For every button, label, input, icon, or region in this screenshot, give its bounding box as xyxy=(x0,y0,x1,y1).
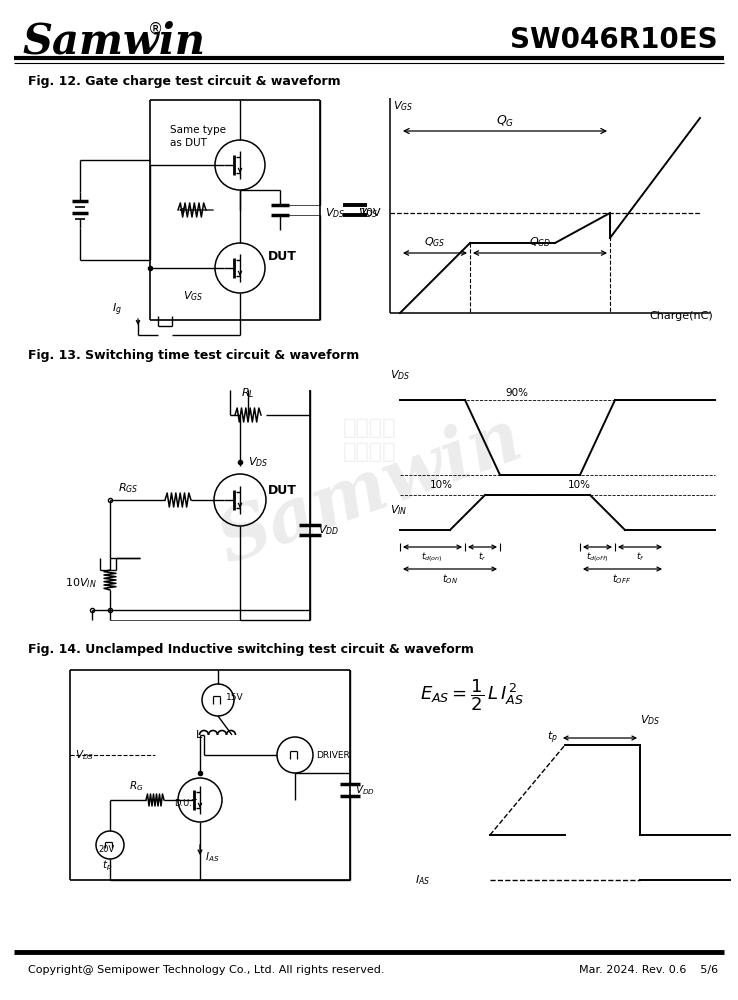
Text: $Q_{GS}$: $Q_{GS}$ xyxy=(424,235,446,249)
Text: Same type: Same type xyxy=(170,125,226,135)
Text: SW046R10ES: SW046R10ES xyxy=(511,26,718,54)
Text: Charge(nC): Charge(nC) xyxy=(649,311,713,321)
Text: Fig. 14. Unclamped Inductive switching test circuit & waveform: Fig. 14. Unclamped Inductive switching t… xyxy=(28,644,474,656)
Text: $Q_G$: $Q_G$ xyxy=(496,113,514,129)
Text: Copyright@ Semipower Technology Co., Ltd. All rights reserved.: Copyright@ Semipower Technology Co., Ltd… xyxy=(28,965,384,975)
Text: D.U.T: D.U.T xyxy=(175,800,198,808)
Text: $V_{DD}$: $V_{DD}$ xyxy=(355,783,375,797)
Text: 20V: 20V xyxy=(98,844,114,854)
Text: Mar. 2024. Rev. 0.6    5/6: Mar. 2024. Rev. 0.6 5/6 xyxy=(579,965,718,975)
Text: 10%: 10% xyxy=(430,480,453,490)
Text: 90%: 90% xyxy=(505,388,528,398)
Text: Fig. 12. Gate charge test circuit & waveform: Fig. 12. Gate charge test circuit & wave… xyxy=(28,76,341,89)
Text: $R_L$: $R_L$ xyxy=(241,386,255,400)
Text: Samwin: Samwin xyxy=(22,21,205,63)
Text: $I_{AS}$: $I_{AS}$ xyxy=(205,850,219,864)
Text: DUT: DUT xyxy=(268,484,297,496)
Text: $V_{DS}$: $V_{DS}$ xyxy=(640,713,661,727)
Text: $t_r$: $t_r$ xyxy=(477,551,486,563)
Text: $R_G$: $R_G$ xyxy=(129,779,143,793)
Text: $V_{IN}$: $V_{IN}$ xyxy=(390,503,407,517)
Text: Samwin: Samwin xyxy=(209,402,531,578)
Text: $R_{GS}$: $R_{GS}$ xyxy=(118,481,139,495)
Text: 15V: 15V xyxy=(226,694,244,702)
Text: $V_{DS}$: $V_{DS}$ xyxy=(358,206,379,220)
Text: $t_f$: $t_f$ xyxy=(635,551,644,563)
Text: 10%: 10% xyxy=(568,480,591,490)
Text: $V_{GS}$: $V_{GS}$ xyxy=(183,289,203,303)
Text: $V_{GS}$: $V_{GS}$ xyxy=(393,99,413,113)
Text: $V_{DS}$: $V_{DS}$ xyxy=(390,368,410,382)
Text: 10V: 10V xyxy=(360,208,382,218)
Text: $E_{AS} = \dfrac{1}{2}\,L\,I_{AS}^{\,2}$: $E_{AS} = \dfrac{1}{2}\,L\,I_{AS}^{\,2}$ xyxy=(420,677,524,713)
Text: $t_{d(on)}$: $t_{d(on)}$ xyxy=(421,550,443,564)
Text: $t_p$: $t_p$ xyxy=(547,730,558,746)
Text: $t_{d(off)}$: $t_{d(off)}$ xyxy=(586,550,608,564)
Text: L: L xyxy=(196,730,202,740)
Text: DUT: DUT xyxy=(268,250,297,263)
Text: $t_{ON}$: $t_{ON}$ xyxy=(442,572,458,586)
Text: $Q_{GD}$: $Q_{GD}$ xyxy=(529,235,551,249)
Text: $V_{DS}$: $V_{DS}$ xyxy=(248,455,269,469)
Text: DRIVER: DRIVER xyxy=(316,750,350,760)
Text: $I_g$: $I_g$ xyxy=(112,302,122,318)
Text: $t_p$: $t_p$ xyxy=(102,859,112,873)
Text: $V_{DS}$: $V_{DS}$ xyxy=(75,748,94,762)
Text: $I_{AS}$: $I_{AS}$ xyxy=(415,873,430,887)
Text: ®: ® xyxy=(148,22,163,37)
Text: $V_{DD}$: $V_{DD}$ xyxy=(318,523,339,537)
Text: as DUT: as DUT xyxy=(170,138,207,148)
Text: $10V_{IN}$: $10V_{IN}$ xyxy=(65,576,97,590)
Text: 版权所有
翻版必究: 版权所有 翻版必究 xyxy=(343,418,397,462)
Text: $t_{OFF}$: $t_{OFF}$ xyxy=(613,572,632,586)
Text: Fig. 13. Switching time test circuit & waveform: Fig. 13. Switching time test circuit & w… xyxy=(28,349,359,361)
Text: $V_{DS}$: $V_{DS}$ xyxy=(325,206,345,220)
